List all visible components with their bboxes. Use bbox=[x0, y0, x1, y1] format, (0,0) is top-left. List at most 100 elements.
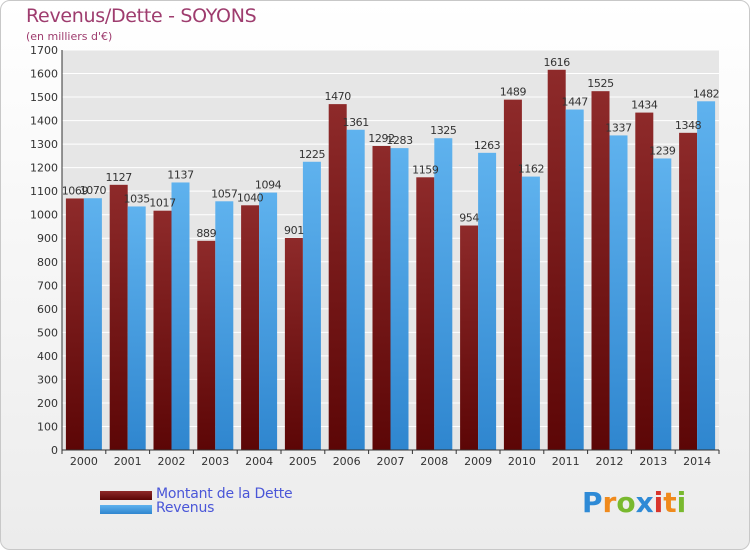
data-label-revenus: 1263 bbox=[474, 139, 501, 152]
y-tick-label: 1400 bbox=[30, 115, 58, 128]
chart-title: Revenus/Dette - SOYONS bbox=[26, 5, 257, 27]
data-label-dette: 954 bbox=[459, 212, 479, 225]
data-label-dette: 901 bbox=[284, 224, 304, 237]
logo-letter: i bbox=[676, 486, 687, 519]
y-tick-label: 1300 bbox=[30, 138, 58, 151]
data-label-dette: 1489 bbox=[500, 86, 527, 99]
bar-revenus bbox=[302, 161, 321, 450]
bar-dette bbox=[635, 112, 654, 451]
y-tick-label: 800 bbox=[37, 256, 58, 269]
x-tick-label: 2001 bbox=[114, 455, 142, 468]
chart-subtitle: (en milliers d'€) bbox=[26, 30, 113, 43]
y-tick-label: 1500 bbox=[30, 91, 58, 104]
x-tick-label: 2012 bbox=[596, 455, 624, 468]
y-tick-label: 300 bbox=[37, 373, 58, 386]
data-label-revenus: 1337 bbox=[605, 121, 632, 134]
bar-revenus bbox=[478, 152, 497, 450]
bar-revenus bbox=[259, 192, 278, 450]
bar-dette bbox=[416, 177, 435, 450]
data-label-dette: 1348 bbox=[675, 119, 702, 132]
logo-letter: x bbox=[635, 486, 654, 519]
bar-dette bbox=[109, 184, 128, 450]
x-tick-label: 2000 bbox=[70, 455, 98, 468]
bar-revenus bbox=[565, 109, 584, 450]
bar-dette bbox=[328, 104, 347, 450]
data-label-revenus: 1094 bbox=[255, 179, 282, 192]
data-label-revenus: 1447 bbox=[561, 96, 588, 109]
y-tick-label: 200 bbox=[37, 397, 58, 410]
bar-dette bbox=[503, 99, 522, 450]
y-tick-label: 1000 bbox=[30, 209, 58, 222]
y-tick-label: 0 bbox=[51, 444, 58, 457]
x-tick-label: 2003 bbox=[201, 455, 229, 468]
y-tick-label: 900 bbox=[37, 232, 58, 245]
x-tick-label: 2014 bbox=[683, 455, 711, 468]
bar-revenus bbox=[521, 176, 540, 450]
data-label-dette: 1127 bbox=[105, 171, 132, 184]
y-tick-label: 100 bbox=[37, 420, 58, 433]
data-label-dette: 1525 bbox=[587, 77, 614, 90]
bar-dette bbox=[460, 225, 479, 450]
y-tick-label: 600 bbox=[37, 303, 58, 316]
data-label-revenus: 1482 bbox=[693, 87, 719, 100]
data-label-dette: 1434 bbox=[631, 99, 658, 112]
data-label-dette: 1616 bbox=[543, 56, 570, 69]
data-label-revenus: 1035 bbox=[123, 192, 150, 205]
bar-dette bbox=[153, 210, 172, 450]
y-tick-label: 1700 bbox=[30, 44, 58, 57]
logo-letter: r bbox=[602, 486, 617, 519]
y-tick-label: 1100 bbox=[30, 185, 58, 198]
logo-letter: o bbox=[616, 486, 636, 519]
proxiti-logo: Proxiti bbox=[582, 486, 686, 519]
bar-dette bbox=[241, 205, 260, 450]
data-label-dette: 1040 bbox=[237, 191, 264, 204]
data-label-revenus: 1162 bbox=[518, 163, 544, 176]
y-tick-label: 1200 bbox=[30, 162, 58, 175]
bar-revenus bbox=[127, 206, 146, 450]
legend-swatch-dette bbox=[100, 491, 152, 500]
data-label-dette: 1470 bbox=[324, 90, 351, 103]
x-tick-label: 2008 bbox=[420, 455, 448, 468]
x-tick-label: 2004 bbox=[245, 455, 273, 468]
bar-revenus bbox=[390, 148, 409, 450]
logo-letter: P bbox=[582, 486, 603, 519]
data-label-revenus: 1057 bbox=[211, 187, 238, 200]
bar-revenus bbox=[215, 201, 234, 450]
bar-dette bbox=[547, 69, 566, 450]
bar-dette bbox=[679, 132, 698, 450]
bar-dette bbox=[197, 240, 216, 450]
x-tick-label: 2002 bbox=[158, 455, 186, 468]
bar-revenus bbox=[653, 158, 672, 450]
y-tick-label: 1600 bbox=[30, 68, 58, 81]
x-tick-label: 2007 bbox=[377, 455, 405, 468]
logo-letter: i bbox=[653, 486, 664, 519]
data-label-revenus: 1325 bbox=[430, 124, 457, 137]
data-label-revenus: 1070 bbox=[80, 184, 107, 197]
x-tick-label: 2010 bbox=[508, 455, 536, 468]
bar-dette bbox=[65, 198, 84, 450]
data-label-revenus: 1283 bbox=[386, 134, 413, 147]
x-tick-label: 2011 bbox=[552, 455, 580, 468]
data-label-revenus: 1225 bbox=[299, 148, 326, 161]
x-tick-label: 2013 bbox=[639, 455, 667, 468]
y-tick-label: 400 bbox=[37, 350, 58, 363]
data-label-dette: 1292 bbox=[368, 132, 394, 145]
data-label-revenus: 1361 bbox=[342, 116, 368, 129]
x-tick-label: 2005 bbox=[289, 455, 317, 468]
bar-revenus bbox=[609, 135, 628, 451]
data-label-dette: 889 bbox=[196, 227, 216, 240]
bar-revenus bbox=[434, 138, 453, 450]
data-label-dette: 1017 bbox=[149, 197, 176, 210]
logo-letter: t bbox=[663, 486, 677, 519]
data-label-dette: 1069 bbox=[62, 184, 89, 197]
legend-label-revenus: Revenus bbox=[156, 500, 215, 516]
x-tick-label: 2006 bbox=[333, 455, 361, 468]
bar-revenus bbox=[171, 182, 190, 450]
bar-dette bbox=[591, 91, 610, 451]
x-tick-label: 2009 bbox=[464, 455, 492, 468]
bar-revenus bbox=[346, 129, 365, 450]
legend-swatch-revenus bbox=[100, 505, 152, 514]
bar-revenus bbox=[697, 101, 716, 450]
bar-dette bbox=[284, 238, 303, 450]
